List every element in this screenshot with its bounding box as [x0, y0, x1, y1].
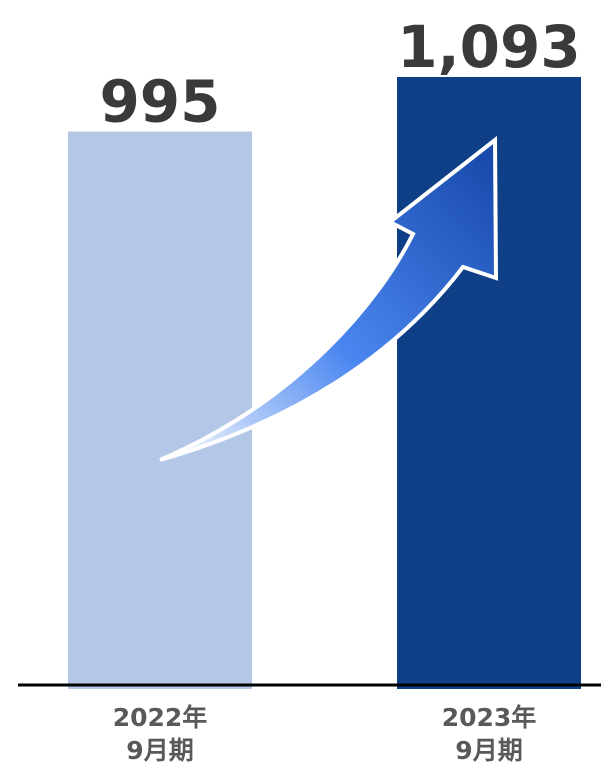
trend-arrow-icon: [159, 135, 499, 462]
value-label-1: 1,093: [397, 13, 580, 81]
category-label-0-line-0: 2022年: [113, 703, 208, 732]
category-label-0-line-1: 9月期: [126, 736, 193, 765]
category-label-1-line-0: 2023年: [442, 703, 537, 732]
value-label-0: 995: [99, 68, 220, 136]
category-label-1-line-1: 9月期: [455, 736, 522, 765]
bar-0: [68, 131, 252, 690]
